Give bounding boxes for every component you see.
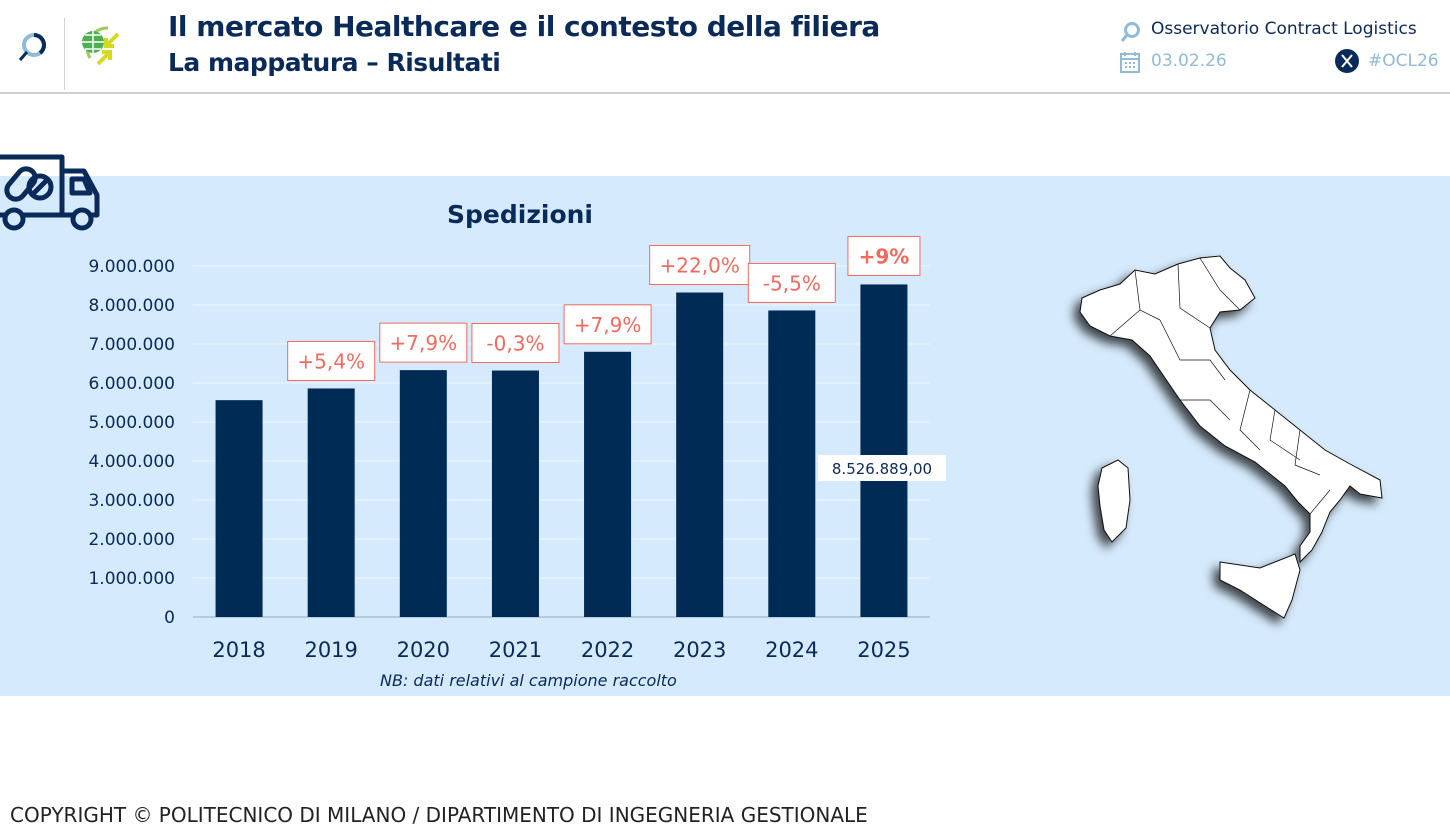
x-logo-icon[interactable] bbox=[1335, 49, 1359, 73]
growth-label-box bbox=[287, 340, 376, 381]
growth-label: +22,0% bbox=[660, 254, 740, 278]
copyright: COPYRIGHT © POLITECNICO DI MILANO / DIPA… bbox=[10, 803, 868, 827]
y-tick-label: 1.000.000 bbox=[88, 569, 175, 589]
y-tick-label: 9.000.000 bbox=[88, 257, 175, 277]
growth-label: +7,9% bbox=[390, 331, 458, 355]
growth-label-box bbox=[747, 262, 836, 303]
x-tick-label: 2019 bbox=[304, 638, 357, 662]
y-tick-label: 7.000.000 bbox=[88, 335, 175, 355]
y-tick-label: 6.000.000 bbox=[88, 374, 175, 394]
x-tick-label: 2021 bbox=[489, 638, 542, 662]
y-tick-label: 0 bbox=[164, 608, 175, 628]
globe-logistics-icon bbox=[82, 26, 120, 66]
y-tick-label: 5.000.000 bbox=[88, 413, 175, 433]
bar-2024 bbox=[768, 310, 816, 617]
bar-2022 bbox=[584, 351, 632, 617]
bar-2025 bbox=[860, 284, 908, 617]
y-tick-label: 2.000.000 bbox=[88, 530, 175, 550]
bar-2019 bbox=[307, 388, 355, 617]
bar-2020 bbox=[399, 370, 447, 617]
data-label-box bbox=[818, 455, 946, 481]
y-tick-label: 3.000.000 bbox=[88, 491, 175, 511]
growth-label: +5,4% bbox=[297, 349, 365, 373]
italy-map bbox=[1079, 255, 1383, 619]
x-tick-label: 2022 bbox=[581, 638, 634, 662]
hashtag[interactable]: #OCL26 bbox=[1368, 51, 1439, 71]
x-tick-label: 2025 bbox=[857, 638, 910, 662]
date: 03.02.26 bbox=[1151, 51, 1227, 71]
calendar-icon bbox=[1120, 52, 1140, 73]
growth-label: +9% bbox=[859, 244, 910, 268]
x-tick-label: 2020 bbox=[397, 638, 450, 662]
y-tick-label: 8.000.000 bbox=[88, 296, 175, 316]
page-subtitle: La mappatura – Risultati bbox=[168, 48, 501, 77]
growth-label: -5,5% bbox=[763, 271, 821, 295]
x-tick-label: 2018 bbox=[212, 638, 265, 662]
search-icon bbox=[1120, 22, 1140, 42]
header: Il mercato Healthcare e il contesto dell… bbox=[0, 0, 1450, 94]
bar-2021 bbox=[491, 370, 539, 617]
chart-note: NB: dati relativi al campione raccolto bbox=[380, 671, 677, 690]
growth-label-box bbox=[471, 323, 560, 364]
growth-label-box bbox=[847, 235, 921, 276]
growth-label-box bbox=[379, 322, 468, 363]
x-tick-label: 2023 bbox=[673, 638, 726, 662]
pharma-truck-icon bbox=[0, 154, 100, 231]
growth-label: -0,3% bbox=[486, 332, 544, 356]
bar-2023 bbox=[676, 292, 724, 617]
growth-label-box bbox=[563, 304, 652, 345]
page-title: Il mercato Healthcare e il contesto dell… bbox=[168, 10, 880, 43]
header-divider bbox=[64, 18, 65, 90]
data-label-2025: 8.526.889,00 bbox=[832, 460, 932, 478]
observatory-name: Osservatorio Contract Logistics bbox=[1151, 19, 1417, 39]
y-tick-label: 4.000.000 bbox=[88, 452, 175, 472]
growth-label: +7,9% bbox=[574, 313, 642, 337]
bar-chart: 0 1.000.000 2.000.000 3.000.000 4.000.000 5.0… bbox=[88, 235, 946, 662]
x-tick-label: 2024 bbox=[765, 638, 818, 662]
bar-2018 bbox=[215, 400, 263, 617]
chart-title: Spedizioni bbox=[447, 200, 593, 229]
observatory-search-icon bbox=[18, 33, 46, 61]
